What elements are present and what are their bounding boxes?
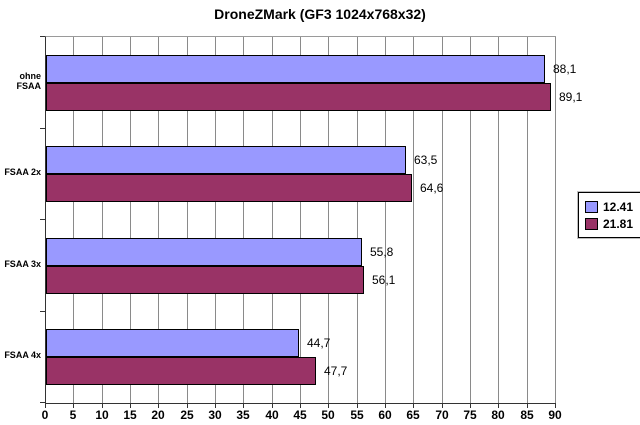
value-label-21.81-FSAA-4x: 47,7 bbox=[324, 364, 348, 378]
x-axis-tick-80 bbox=[498, 403, 499, 408]
x-axis-tick-label-35: 35 bbox=[236, 408, 250, 422]
category-label-FSAA-3x: FSAA 3x bbox=[4, 259, 41, 270]
x-axis-tick-label-65: 65 bbox=[406, 408, 420, 422]
x-axis-tick-60 bbox=[385, 403, 386, 408]
x-axis-tick-label-50: 50 bbox=[321, 408, 335, 422]
x-axis-tick-35 bbox=[243, 403, 244, 408]
x-axis-tick-label-0: 0 bbox=[41, 408, 49, 422]
x-axis-tick-15 bbox=[130, 403, 131, 408]
x-axis-tick-label-90: 90 bbox=[548, 408, 562, 422]
x-axis-tick-label-75: 75 bbox=[463, 408, 477, 422]
gridline-45 bbox=[300, 37, 301, 403]
category-label-ohne-FSAA: ohne FSAA bbox=[16, 71, 42, 91]
y-axis-tick-4 bbox=[40, 402, 45, 403]
chart-title: DroneZMark (GF3 1024x768x32) bbox=[214, 6, 426, 22]
x-axis-tick-75 bbox=[470, 403, 471, 408]
gridline-70 bbox=[442, 37, 443, 403]
value-label-12.41-ohne-FSAA: 88,1 bbox=[553, 62, 577, 76]
bar-12.41-FSAA-3x bbox=[46, 238, 362, 266]
x-axis-tick-25 bbox=[187, 403, 188, 408]
x-axis-tick-label-30: 30 bbox=[208, 408, 222, 422]
legend-label-21.81: 21.81 bbox=[603, 216, 634, 231]
x-axis-tick-90 bbox=[555, 403, 556, 408]
gridline-30 bbox=[215, 37, 216, 403]
x-axis-tick-label-5: 5 bbox=[69, 408, 77, 422]
value-label-12.41-FSAA-4x: 44,7 bbox=[307, 336, 331, 350]
gridline-20 bbox=[158, 37, 159, 403]
gridline-90 bbox=[555, 37, 556, 403]
x-axis-tick-65 bbox=[413, 403, 414, 408]
legend-label-12.41: 12.41 bbox=[603, 199, 634, 214]
x-axis-tick-55 bbox=[357, 403, 358, 408]
y-axis-tick-0 bbox=[40, 36, 45, 37]
x-axis-tick-label-60: 60 bbox=[378, 408, 392, 422]
x-axis-tick-label-45: 45 bbox=[293, 408, 307, 422]
x-axis-tick-label-10: 10 bbox=[95, 408, 109, 422]
gridline-5 bbox=[73, 37, 74, 403]
bar-21.81-FSAA-4x bbox=[46, 357, 316, 385]
bar-21.81-FSAA-2x bbox=[46, 174, 412, 202]
bar-12.41-FSAA-2x bbox=[46, 146, 406, 174]
gridline-35 bbox=[243, 37, 244, 403]
legend-entry-21.81: 21.81 bbox=[585, 215, 633, 232]
x-axis-tick-label-80: 80 bbox=[491, 408, 505, 422]
gridline-40 bbox=[272, 37, 273, 403]
bar-12.41-ohne-FSAA bbox=[46, 55, 545, 83]
x-axis-tick-label-15: 15 bbox=[123, 408, 137, 422]
gridline-50 bbox=[328, 37, 329, 403]
x-axis-tick-50 bbox=[328, 403, 329, 408]
x-axis-tick-20 bbox=[158, 403, 159, 408]
category-label-FSAA-4x: FSAA 4x bbox=[4, 350, 41, 361]
legend-swatch-21.81 bbox=[585, 217, 598, 230]
legend-entry-12.41: 12.41 bbox=[585, 198, 633, 215]
bar-21.81-ohne-FSAA bbox=[46, 83, 551, 111]
bar-12.41-FSAA-4x bbox=[46, 329, 299, 357]
x-axis-tick-label-40: 40 bbox=[265, 408, 279, 422]
legend-swatch-12.41 bbox=[585, 200, 598, 213]
gridline-80 bbox=[498, 37, 499, 403]
gridline-85 bbox=[527, 37, 528, 403]
x-axis-tick-70 bbox=[442, 403, 443, 408]
x-axis-tick-10 bbox=[102, 403, 103, 408]
x-axis-tick-label-85: 85 bbox=[520, 408, 534, 422]
x-axis-tick-0 bbox=[45, 403, 46, 408]
x-axis-tick-45 bbox=[300, 403, 301, 408]
value-label-12.41-FSAA-3x: 55,8 bbox=[370, 245, 394, 259]
x-axis-tick-30 bbox=[215, 403, 216, 408]
x-axis-tick-40 bbox=[272, 403, 273, 408]
value-label-21.81-ohne-FSAA: 89,1 bbox=[559, 90, 583, 104]
gridline-75 bbox=[470, 37, 471, 403]
category-label-FSAA-2x: FSAA 2x bbox=[4, 167, 41, 178]
y-axis-tick-2 bbox=[40, 219, 45, 220]
gridline-60 bbox=[385, 37, 386, 403]
x-axis-tick-label-70: 70 bbox=[435, 408, 449, 422]
gridline-55 bbox=[357, 37, 358, 403]
value-label-12.41-FSAA-2x: 63,5 bbox=[414, 153, 438, 167]
bar-21.81-FSAA-3x bbox=[46, 266, 364, 294]
x-axis-tick-label-20: 20 bbox=[151, 408, 165, 422]
gridline-15 bbox=[130, 37, 131, 403]
value-label-21.81-FSAA-3x: 56,1 bbox=[372, 273, 396, 287]
y-axis-tick-1 bbox=[40, 128, 45, 129]
x-axis-tick-label-25: 25 bbox=[180, 408, 194, 422]
y-axis-tick-3 bbox=[40, 311, 45, 312]
value-label-21.81-FSAA-2x: 64,6 bbox=[420, 181, 444, 195]
plot-area: 88,1 89,1 63,5 64,6 55,8 56,1 44,7 47,7 bbox=[45, 36, 582, 404]
gridline-25 bbox=[187, 37, 188, 403]
gridline-10 bbox=[102, 37, 103, 403]
legend: 12.41 21.81 bbox=[578, 192, 640, 238]
x-axis-tick-label-55: 55 bbox=[350, 408, 364, 422]
gridline-65 bbox=[413, 37, 414, 403]
x-axis-tick-5 bbox=[73, 403, 74, 408]
x-axis-tick-85 bbox=[527, 403, 528, 408]
